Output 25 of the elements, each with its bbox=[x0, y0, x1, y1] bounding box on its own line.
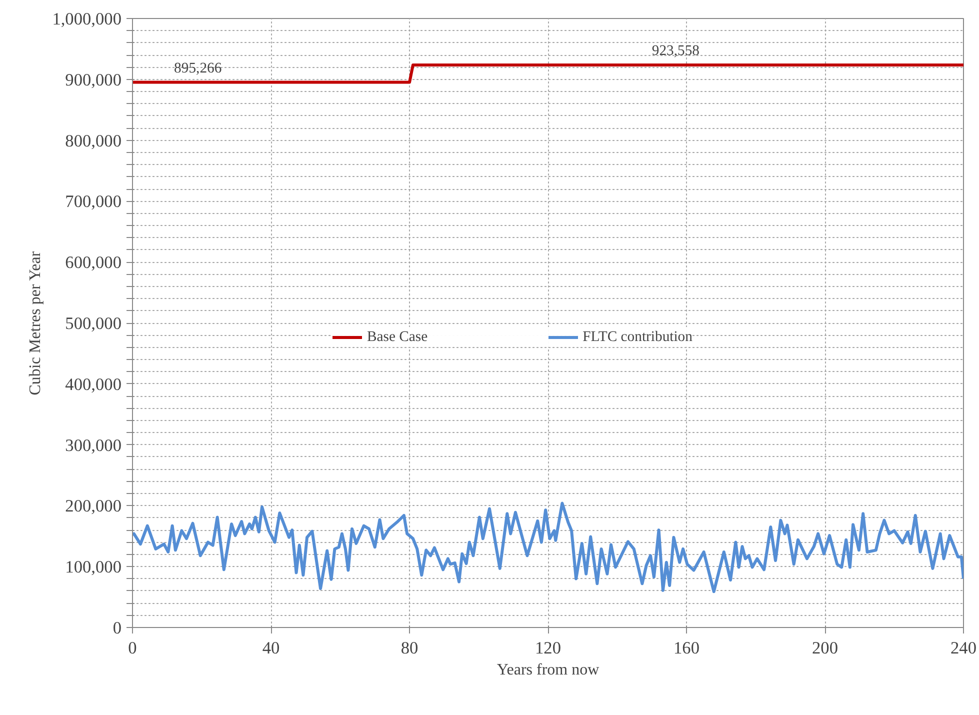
line-series bbox=[132, 502, 964, 594]
x-tick-label: 160 bbox=[674, 638, 700, 658]
annotation: 923,558 bbox=[652, 43, 700, 60]
x-tick-label: 240 bbox=[950, 638, 977, 658]
x-tick-label: 200 bbox=[812, 638, 838, 658]
legend-label: FLTC contribution bbox=[582, 328, 692, 346]
y-tick-label: 1,000,000 bbox=[52, 10, 122, 28]
x-tick-label: 40 bbox=[262, 638, 280, 658]
y-tick-label: 500,000 bbox=[65, 314, 122, 333]
y-tick-label: 400,000 bbox=[65, 374, 122, 394]
y-tick-label: 900,000 bbox=[65, 70, 122, 90]
y-tick-label: 0 bbox=[112, 618, 122, 638]
y-tick-label: 600,000 bbox=[65, 253, 122, 272]
y-axis-title: Cubic Metres per Year bbox=[27, 250, 44, 396]
x-axis-title: Years from now bbox=[496, 662, 600, 678]
y-tick-label: 300,000 bbox=[65, 436, 122, 455]
x-tick-label: 80 bbox=[400, 638, 418, 658]
legend-label: Base Case bbox=[367, 328, 428, 346]
y-tick-label: 800,000 bbox=[65, 131, 122, 150]
y-tick-label: 100,000 bbox=[65, 558, 122, 577]
x-tick-label: 120 bbox=[535, 638, 562, 658]
y-tick-label: 200,000 bbox=[65, 496, 122, 516]
annotation: 895,266 bbox=[174, 60, 222, 76]
x-tick-label: 0 bbox=[128, 638, 137, 658]
y-tick-label: 700,000 bbox=[65, 192, 122, 212]
